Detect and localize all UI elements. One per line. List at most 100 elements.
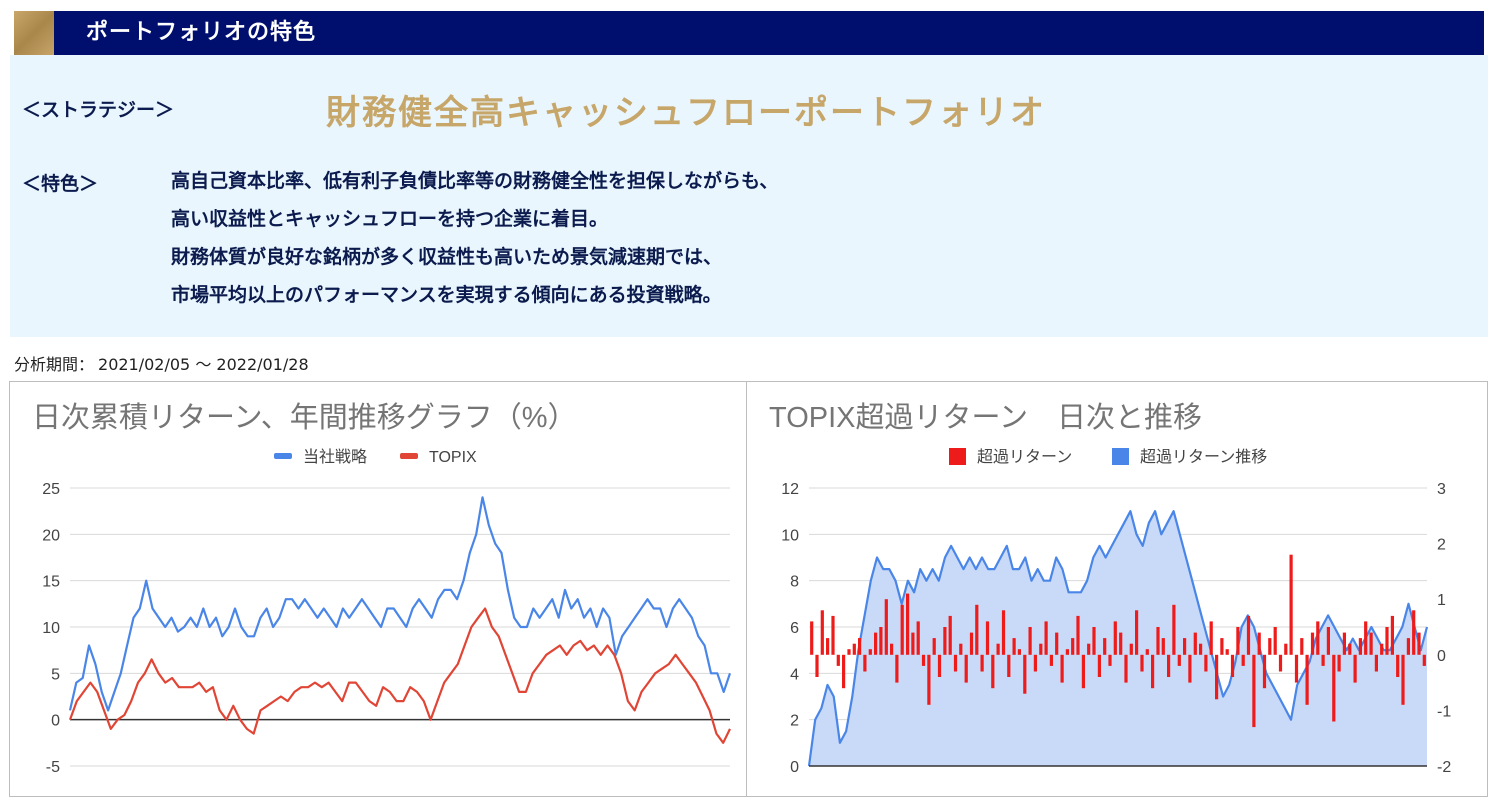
chart2-bar	[1316, 621, 1320, 655]
chart1-legend-label-strategy: 当社戦略	[303, 448, 367, 466]
chart2-left-tick-6: 12	[781, 481, 799, 498]
chart2-bar	[1055, 632, 1059, 655]
chart2-bar	[1257, 632, 1261, 655]
chart2-bar	[810, 621, 814, 655]
chart2-bar	[906, 593, 910, 655]
feature-description: 高自己資本比率、低有利子負債比率等の財務健全性を担保しながらも、 高い収益性とキ…	[171, 167, 778, 319]
chart2-bar	[1215, 654, 1219, 700]
chart2-right-tick-0: -2	[1437, 759, 1451, 776]
chart2-bar	[847, 649, 851, 655]
chart2-bar	[953, 654, 958, 672]
chart2-bar	[1396, 654, 1400, 677]
chart2-trend-area	[809, 511, 1427, 766]
chart2-bar	[1412, 610, 1416, 655]
chart2-bar	[1103, 638, 1107, 655]
chart1-title: 日次累積リターン、年間推移グラフ（%）	[32, 401, 577, 434]
chart2-bar	[1087, 643, 1091, 655]
chart2-bar	[1172, 604, 1176, 655]
chart2-bar	[1108, 654, 1112, 666]
chart2-bar	[1124, 654, 1128, 683]
chart2-left-tick-4: 8	[790, 574, 799, 591]
chart2-bar	[1278, 654, 1283, 672]
chart2-bar	[879, 627, 883, 655]
chart2-bar	[1220, 638, 1224, 655]
chart2-bar	[890, 643, 894, 655]
chart2-bar	[1401, 654, 1405, 705]
chart2-bar	[1188, 654, 1192, 683]
chart1-y-axis: -5 0 5 10 15 20 25	[42, 481, 60, 776]
chart2-bar	[1092, 627, 1096, 655]
chart2-legend-swatch-trend	[1112, 448, 1129, 465]
chart2-bar	[1129, 643, 1133, 655]
chart1-gridlines	[70, 487, 730, 767]
chart2-bar	[1262, 654, 1267, 689]
chart2-bar	[1310, 632, 1315, 655]
chart1-legend: 当社戦略 TOPIX	[274, 448, 477, 466]
chart2-bar	[1151, 654, 1155, 689]
chart2-bar	[826, 638, 830, 655]
chart2-bar	[895, 654, 899, 683]
chart2-legend: 超過リターン 超過リターン推移	[949, 448, 1267, 466]
chart2-bar	[1135, 610, 1139, 655]
chart2-bar	[884, 599, 888, 655]
chart2-bar	[1081, 654, 1085, 689]
chart2-bar	[1193, 632, 1197, 655]
chart2-bar	[991, 654, 995, 689]
chart2-bar	[1076, 615, 1080, 655]
chart2-left-tick-3: 6	[790, 620, 799, 637]
chart2-bar	[1284, 643, 1288, 655]
section-title: ポートフォリオの特色	[86, 20, 317, 45]
chart2-bar	[937, 654, 942, 677]
chart2-bar	[1348, 643, 1352, 655]
chart2-bar	[1422, 654, 1426, 666]
chart2-bar	[868, 649, 872, 655]
chart2-legend-swatch-excess	[949, 448, 966, 465]
chart2-bar	[820, 610, 824, 655]
chart1-y-tick-2: 5	[51, 666, 60, 683]
chart2-bar	[1326, 627, 1330, 655]
chart2-bar	[1332, 654, 1336, 722]
chart2-legend-label-trend: 超過リターン推移	[1140, 448, 1267, 466]
chart2-bar	[1177, 654, 1181, 666]
section-header: ポートフォリオの特色	[14, 11, 1484, 55]
chart2-bar	[874, 632, 878, 655]
strategy-label: ＜ストラテジー＞	[22, 99, 175, 121]
chart2-bar	[815, 654, 819, 677]
chart1-series-topix-line	[68, 607, 731, 744]
chart1-y-tick-5: 20	[42, 527, 60, 544]
feature-line-2: 高い収益性とキャッシュフローを持つ企業に着目。	[171, 208, 609, 230]
chart2-bar	[1145, 649, 1149, 655]
excess-return-chart: TOPIX超過リターン 日次と推移 超過リターン 超過リターン推移 0 2 4 6 8 1…	[769, 401, 1451, 776]
chart2-bar	[996, 643, 1000, 655]
header-gold-accent	[14, 11, 54, 55]
strategy-name: 財務健全高キャッシュフローポートフォリオ	[326, 93, 1046, 133]
chart2-bar	[1204, 654, 1208, 672]
chart2-bar	[1033, 654, 1037, 672]
chart2-bar	[1044, 621, 1048, 655]
chart2-bar	[948, 615, 952, 655]
chart2-bar	[1289, 554, 1293, 655]
chart2-bar	[1417, 632, 1421, 655]
chart2-trend-line	[807, 510, 1429, 767]
chart2-bar	[964, 654, 968, 683]
chart2-bar	[1007, 654, 1011, 677]
chart2-bar	[1268, 638, 1272, 655]
chart2-bar	[1241, 654, 1245, 666]
chart1-legend-swatch-topix	[400, 453, 418, 459]
charts-divider	[746, 381, 747, 797]
chart2-right-tick-2: 0	[1437, 648, 1446, 665]
chart2-bar	[1097, 654, 1101, 677]
chart2-bar	[1406, 638, 1410, 655]
chart2-bar	[1236, 627, 1240, 655]
chart1-series-strategy-line	[68, 496, 732, 712]
chart1-y-tick-3: 10	[42, 620, 60, 637]
chart2-bar	[1167, 654, 1171, 677]
chart2-bar	[836, 654, 840, 666]
chart2-bar	[852, 643, 856, 655]
analysis-period-value: 2021/02/05 〜 2022/01/28	[98, 355, 309, 374]
chart2-bar	[1156, 627, 1160, 655]
feature-line-3: 財務体質が良好な銘柄が多く収益性も高いため景気減速期では、	[171, 246, 723, 268]
chart2-bar	[1230, 654, 1235, 677]
chart2-bar	[842, 654, 846, 689]
chart2-bar	[1161, 638, 1165, 655]
